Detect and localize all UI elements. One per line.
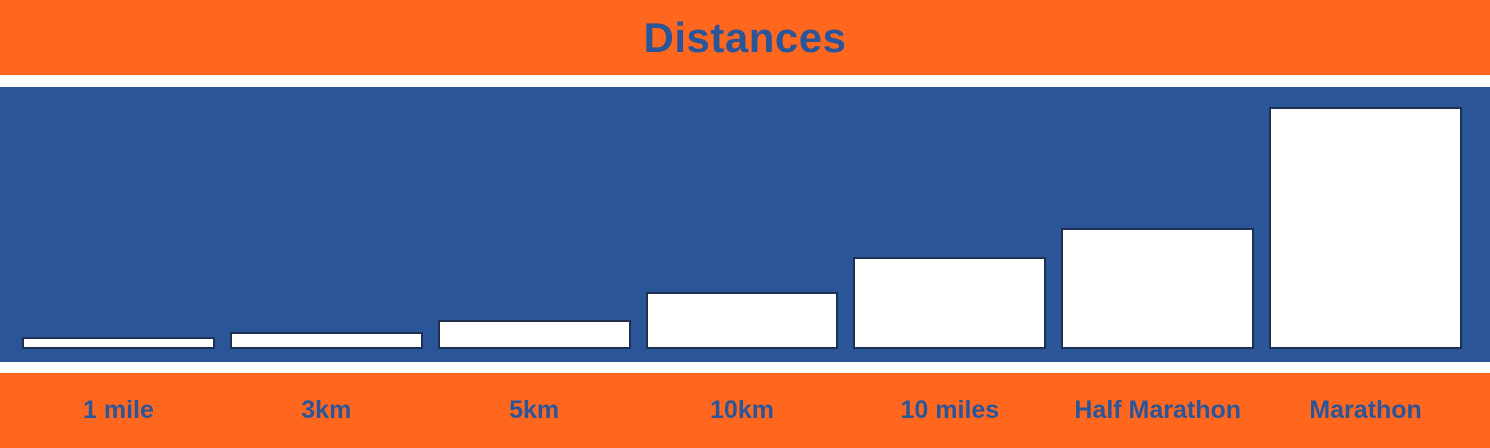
- category-axis-banner: 1 mile 3km 5km 10km 10 miles Half Marathon Mar…: [0, 373, 1490, 448]
- category-label-5km: 5km: [509, 396, 560, 424]
- category-axis-labels: 1 mile 3km 5km 10km 10 miles Half Marathon Mar…: [0, 373, 1490, 448]
- bar-marathon: [1269, 107, 1463, 349]
- bar-10km: [645, 292, 839, 349]
- bar-10-miles: [853, 257, 1047, 349]
- title-banner: Distances: [0, 0, 1490, 75]
- bar-half-marathon: [1061, 228, 1255, 349]
- category-label-10km: 10km: [710, 396, 774, 424]
- bar-5km: [437, 320, 631, 349]
- category-label-3km: 3km: [301, 396, 352, 424]
- category-label-half-marathon: Half Marathon: [1074, 396, 1242, 424]
- chart-plot-area: [0, 87, 1490, 362]
- category-label-1-mile: 1 mile: [82, 396, 154, 424]
- category-label-marathon: Marathon: [1309, 396, 1422, 424]
- chart-title: Distances: [643, 13, 847, 61]
- bar-1-mile: [22, 337, 215, 349]
- bar-series: [22, 87, 1463, 349]
- bar-3km: [229, 332, 423, 349]
- category-label-10-miles: 10 miles: [900, 396, 1000, 424]
